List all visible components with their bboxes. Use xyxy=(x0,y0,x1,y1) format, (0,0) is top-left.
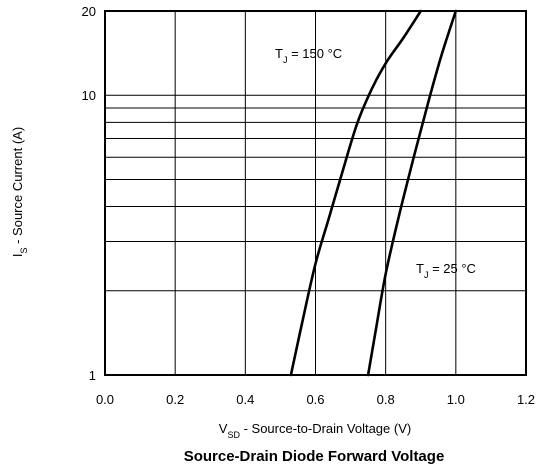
y-axis-label: IS - Source Current (A) xyxy=(10,127,29,257)
series-annotation-25c: TJ = 25 °C xyxy=(416,261,476,280)
x-tick-label: 0.0 xyxy=(96,392,114,407)
x-tick-label: 1.2 xyxy=(517,392,535,407)
x-tick-label: 0.2 xyxy=(166,392,184,407)
y-tick-label: 1 xyxy=(89,368,96,383)
series-line-0 xyxy=(289,9,423,377)
plot-frame xyxy=(104,10,527,376)
curves xyxy=(289,9,458,377)
tick-labels: 0.0 0.2 0.4 0.6 0.8 1.0 1.2 1 10 20 xyxy=(82,4,536,407)
series-line-1 xyxy=(366,9,458,377)
x-tick-label: 0.4 xyxy=(236,392,254,407)
series-annotation-150c: TJ = 150 °C xyxy=(275,46,342,65)
x-tick-label: 1.0 xyxy=(447,392,465,407)
chart-title: Source-Drain Diode Forward Voltage xyxy=(184,448,445,465)
y-tick-label: 20 xyxy=(82,4,96,19)
grid xyxy=(105,11,526,375)
x-tick-label: 0.6 xyxy=(306,392,324,407)
x-tick-label: 0.8 xyxy=(377,392,395,407)
y-tick-label: 10 xyxy=(82,88,96,103)
x-axis-label: VSD - Source-to-Drain Voltage (V) xyxy=(219,421,411,440)
